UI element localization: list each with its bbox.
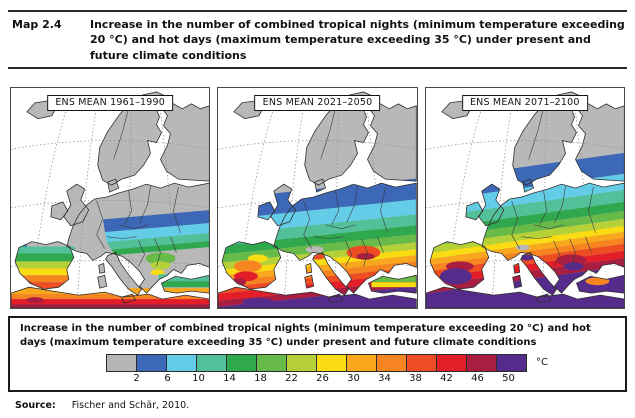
panel-label-2021-2050: ENS MEAN 2021–2050 bbox=[254, 95, 381, 112]
legend-tick-label: 22 bbox=[285, 373, 298, 385]
legend-tick-label: 30 bbox=[347, 373, 360, 385]
legend-tick-label: 38 bbox=[409, 373, 422, 385]
figure-number: Map 2.4 bbox=[12, 18, 62, 31]
legend-tick-label: 26 bbox=[316, 373, 329, 385]
europe-map-1961-1990 bbox=[11, 88, 210, 309]
legend-tick-label: 10 bbox=[192, 373, 205, 385]
legend-color-cell bbox=[496, 354, 527, 373]
legend-color-cell bbox=[106, 354, 137, 373]
legend-tick-label: 18 bbox=[254, 373, 267, 385]
europe-map-2021-2050 bbox=[218, 88, 417, 309]
legend-box: Increase in the number of combined tropi… bbox=[8, 316, 627, 393]
legend-color-cell bbox=[226, 354, 257, 373]
legend-tick-label: 34 bbox=[378, 373, 391, 385]
figure-title: Increase in the number of combined tropi… bbox=[90, 18, 625, 62]
legend-tick-label: 14 bbox=[223, 373, 236, 385]
panel-label-2071-2100: ENS MEAN 2071–2100 bbox=[461, 95, 588, 112]
legend-unit-label: °C bbox=[536, 357, 548, 369]
legend-ticks: 2 6 10 14 18 22 26 30 34 38 42 46 50 bbox=[121, 372, 615, 385]
source-row: Source: Fischer and Schär, 2010. bbox=[15, 400, 635, 411]
legend-tick-label: 6 bbox=[164, 373, 171, 385]
panel-label-1961-1990: ENS MEAN 1961–1990 bbox=[47, 95, 173, 112]
source-text: Fischer and Schär, 2010. bbox=[71, 400, 190, 412]
map-panel-1961-1990: ENS MEAN 1961–1990 bbox=[10, 87, 211, 310]
legend-tick-label: 50 bbox=[502, 373, 515, 385]
legend-color-cell bbox=[316, 354, 347, 373]
source-label: Source: bbox=[15, 400, 56, 412]
map-panel-2021-2050: ENS MEAN 2021–2050 bbox=[217, 87, 418, 310]
legend-color-cell bbox=[166, 354, 197, 373]
map-panel-2071-2100: ENS MEAN 2071–2100 bbox=[424, 87, 625, 310]
legend-caption: Increase in the number of combined tropi… bbox=[20, 323, 591, 348]
legend-color-cell bbox=[286, 354, 317, 373]
legend-tick-label: 2 bbox=[133, 373, 140, 385]
legend-tick-label: 42 bbox=[440, 373, 453, 385]
legend-tick-label: 46 bbox=[471, 373, 484, 385]
top-rule bbox=[8, 10, 627, 12]
europe-map-2071-2100 bbox=[425, 88, 624, 309]
legend-colorbar bbox=[106, 354, 527, 373]
figure-header: Map 2.4 Increase in the number of combin… bbox=[0, 12, 635, 67]
legend-color-cell bbox=[136, 354, 167, 373]
legend-color-cell bbox=[376, 354, 407, 373]
legend-color-cell bbox=[436, 354, 467, 373]
legend-color-cell bbox=[466, 354, 497, 373]
header-rule bbox=[8, 67, 627, 70]
legend-bar-row: °C bbox=[106, 354, 615, 373]
map-panels-row: ENS MEAN 1961–1990 bbox=[10, 87, 625, 310]
legend-color-cell bbox=[406, 354, 437, 373]
legend-color-cell bbox=[346, 354, 377, 373]
legend-color-cell bbox=[196, 354, 227, 373]
legend-color-cell bbox=[256, 354, 287, 373]
